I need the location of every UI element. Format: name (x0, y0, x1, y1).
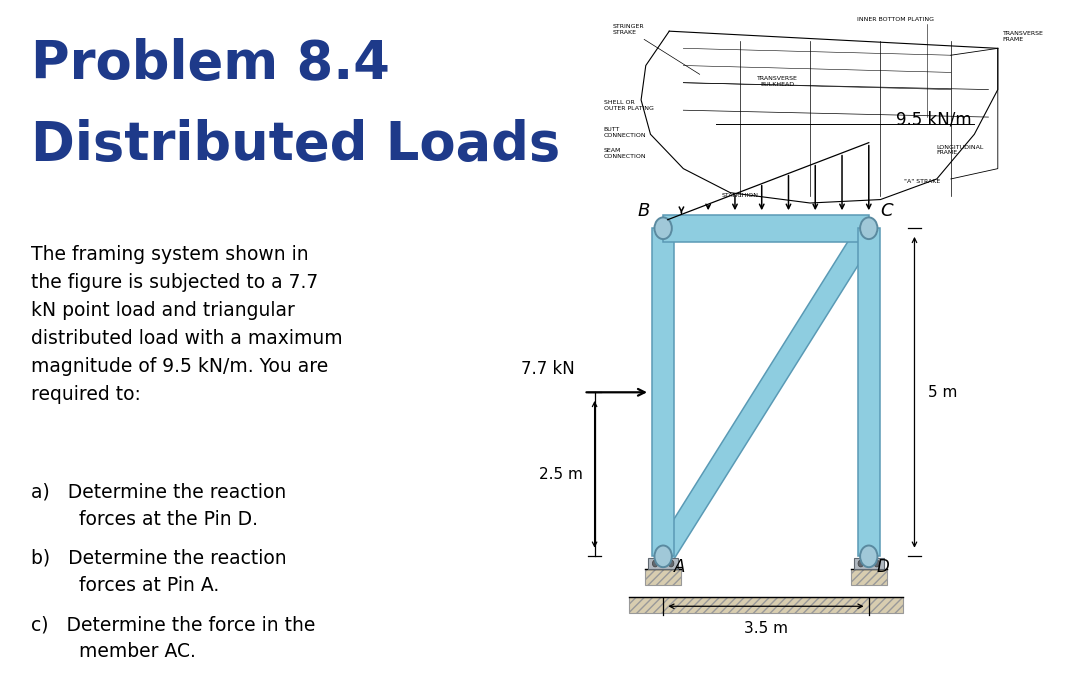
Circle shape (874, 560, 879, 567)
Bar (645, 569, 682, 585)
Circle shape (860, 545, 877, 567)
Text: STRINGER
STRAKE: STRINGER STRAKE (613, 24, 700, 74)
Text: The framing system shown in
the figure is subjected to a 7.7
kN point load and t: The framing system shown in the figure i… (31, 245, 343, 403)
Text: 5 m: 5 m (928, 384, 957, 400)
Text: 7.7 kN: 7.7 kN (521, 360, 574, 378)
Text: SEAM
CONNECTION: SEAM CONNECTION (603, 148, 646, 159)
Circle shape (655, 217, 672, 239)
Polygon shape (655, 221, 876, 564)
Text: Problem 8.4: Problem 8.4 (31, 38, 391, 90)
Circle shape (655, 545, 672, 567)
Text: c)   Determine the force in the
        member AC.: c) Determine the force in the member AC. (31, 615, 316, 661)
Text: INNER BOTTOM PLATING: INNER BOTTOM PLATING (857, 17, 934, 22)
Text: 3.5 m: 3.5 m (743, 621, 788, 635)
Text: "A" STRAKE: "A" STRAKE (904, 179, 940, 184)
Text: C: C (879, 202, 892, 219)
Text: a)   Determine the reaction
        forces at the Pin D.: a) Determine the reaction forces at the … (31, 482, 287, 528)
Text: STANCHION: STANCHION (721, 193, 759, 198)
Text: KEEL: KEEL (803, 215, 818, 220)
Text: BUTT
CONNECTION: BUTT CONNECTION (603, 127, 646, 138)
Text: B: B (637, 202, 650, 219)
Text: A: A (674, 558, 685, 576)
Bar (629, 597, 903, 613)
Bar (648, 558, 678, 569)
Text: D: D (877, 558, 890, 576)
Polygon shape (652, 229, 674, 556)
Text: LONGITUDINAL
FRAME: LONGITUDINAL FRAME (937, 145, 984, 155)
Circle shape (860, 217, 877, 239)
Text: TRANSVERSE
BULKHEAD: TRANSVERSE BULKHEAD (756, 76, 797, 87)
Circle shape (668, 560, 674, 567)
Bar (850, 569, 887, 585)
Circle shape (653, 560, 658, 567)
Bar (853, 558, 884, 569)
Text: TRANSVERSE
FRAME: TRANSVERSE FRAME (1002, 31, 1043, 42)
Text: SHELL OR
OUTER PLATING: SHELL OR OUTER PLATING (603, 100, 654, 110)
Text: 2.5 m: 2.5 m (540, 467, 583, 482)
Text: 9.5 kN/m: 9.5 kN/m (897, 111, 972, 129)
Polygon shape (858, 229, 879, 556)
Polygon shape (664, 215, 869, 242)
Circle shape (858, 560, 863, 567)
Text: Distributed Loads: Distributed Loads (31, 119, 561, 171)
Text: b)   Determine the reaction
        forces at Pin A.: b) Determine the reaction forces at Pin … (31, 549, 287, 595)
